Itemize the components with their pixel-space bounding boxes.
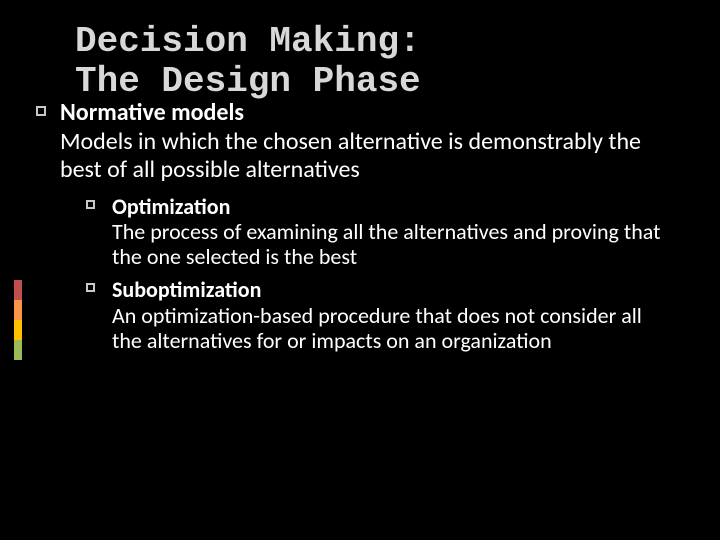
slide-body: Normative models Models in which the cho… (36, 100, 676, 361)
level1-text: Models in which the chosen alternative i… (60, 128, 676, 183)
level2-heading: Optimization (112, 194, 676, 219)
accent-stripe-segment (14, 300, 22, 320)
square-bullet-icon (36, 106, 46, 116)
accent-stripe (14, 280, 22, 360)
level2-text: An optimization-based procedure that doe… (112, 303, 676, 354)
accent-stripe-segment (14, 280, 22, 300)
square-bullet-icon (86, 283, 95, 292)
bullet-level2: Optimization The process of examining al… (86, 194, 676, 270)
level1-heading: Normative models (60, 100, 676, 126)
level2-heading: Suboptimization (112, 277, 676, 302)
bullet-level2: Suboptimization An optimization-based pr… (86, 277, 676, 353)
slide-title: Decision Making: The Design Phase (75, 22, 421, 103)
accent-stripe-segment (14, 340, 22, 360)
level2-text: The process of examining all the alterna… (112, 219, 676, 270)
bullet-level1: Normative models Models in which the cho… (36, 100, 676, 353)
accent-stripe-segment (14, 320, 22, 340)
square-bullet-icon (86, 200, 95, 209)
slide: Decision Making: The Design Phase Normat… (0, 0, 720, 540)
